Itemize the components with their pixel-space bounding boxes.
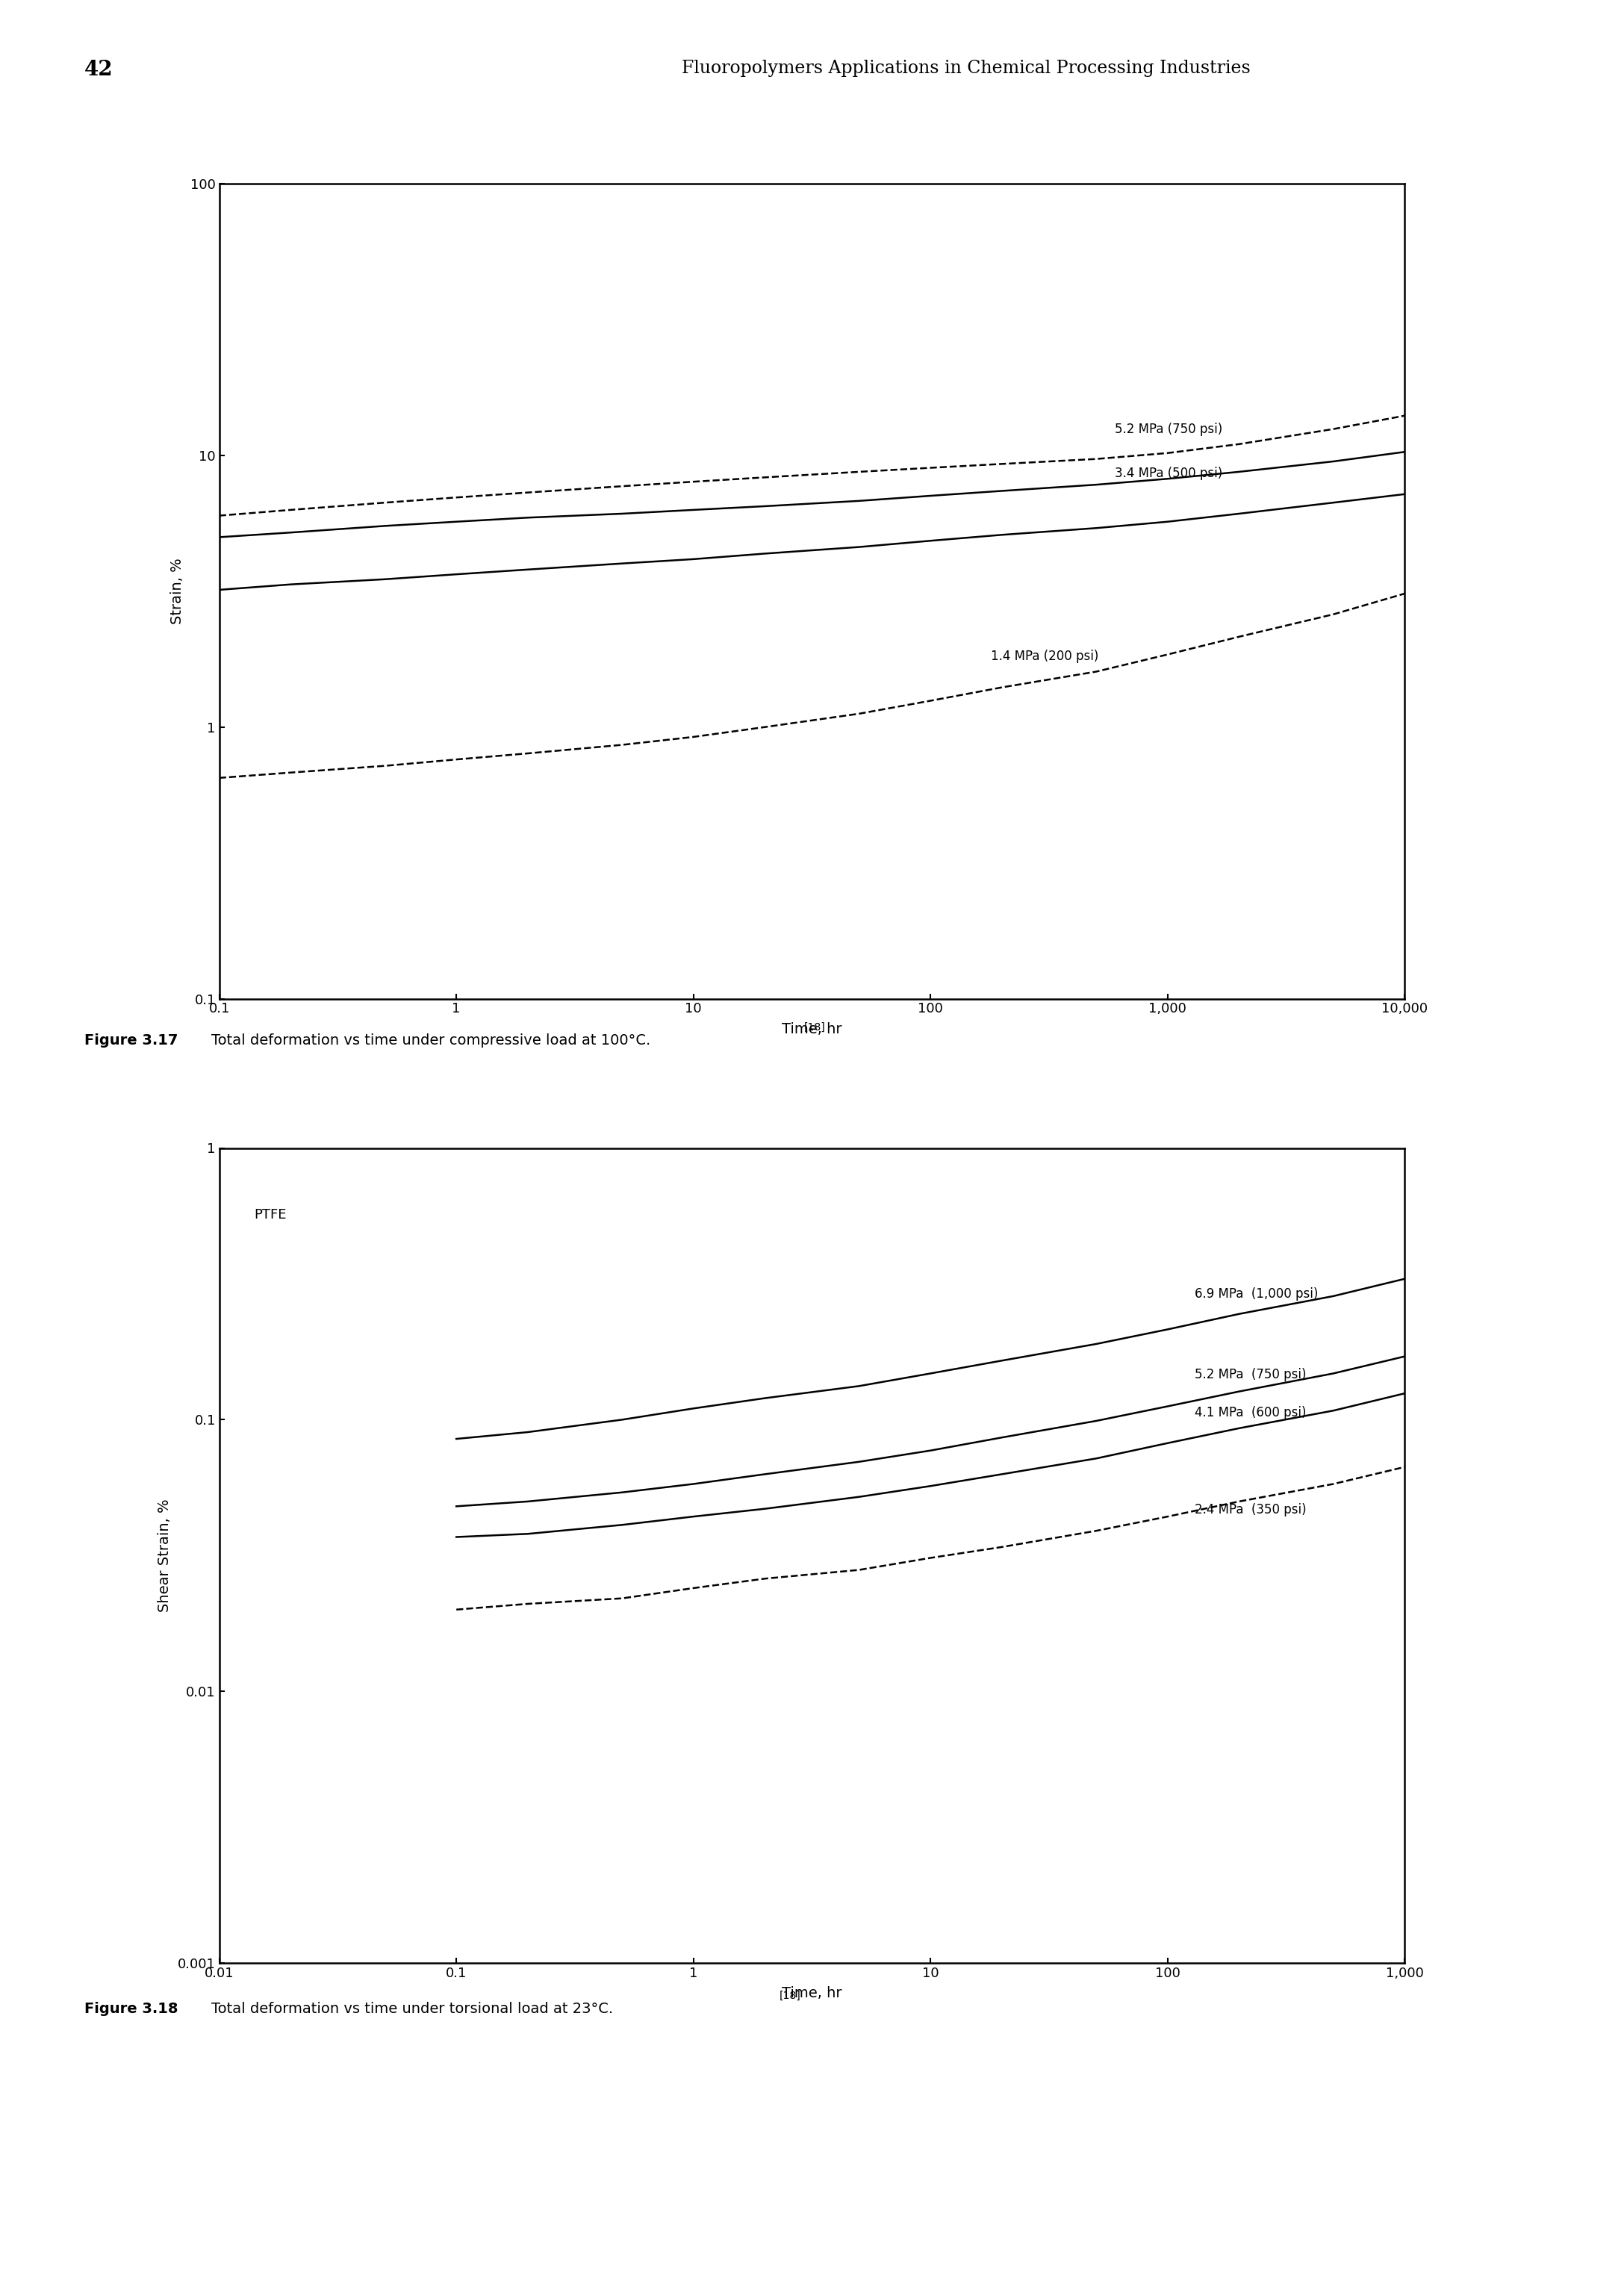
Text: [18]: [18] [780,1991,801,2002]
Text: 5.2 MPa (750 psi): 5.2 MPa (750 psi) [1116,422,1223,436]
Text: 4.1 MPa  (600 psi): 4.1 MPa (600 psi) [1195,1405,1306,1419]
Text: 3.4 MPa (500 psi): 3.4 MPa (500 psi) [1116,466,1223,480]
Text: Figure 3.17: Figure 3.17 [84,1033,184,1047]
Y-axis label: Shear Strain, %: Shear Strain, % [158,1499,172,1612]
Text: 2.4 MPa  (350 psi): 2.4 MPa (350 psi) [1195,1504,1306,1518]
Text: 6.9 MPa  (1,000 psi): 6.9 MPa (1,000 psi) [1195,1286,1319,1300]
X-axis label: Time, hr: Time, hr [781,1022,843,1035]
Text: 42: 42 [84,60,114,80]
Text: Total deformation vs time under compressive load at 100°C.: Total deformation vs time under compress… [211,1033,650,1047]
X-axis label: Time, hr: Time, hr [781,1986,843,2000]
Text: 5.2 MPa  (750 psi): 5.2 MPa (750 psi) [1195,1368,1306,1382]
Text: Figure 3.18: Figure 3.18 [84,2002,184,2016]
Y-axis label: Strain, %: Strain, % [171,558,184,625]
Text: 1.4 MPa (200 psi): 1.4 MPa (200 psi) [991,650,1099,664]
Text: Total deformation vs time under torsional load at 23°C.: Total deformation vs time under torsiona… [211,2002,612,2016]
Text: [18]: [18] [804,1022,825,1033]
Text: PTFE: PTFE [253,1208,286,1221]
Text: Fluoropolymers Applications in Chemical Processing Industries: Fluoropolymers Applications in Chemical … [682,60,1250,76]
